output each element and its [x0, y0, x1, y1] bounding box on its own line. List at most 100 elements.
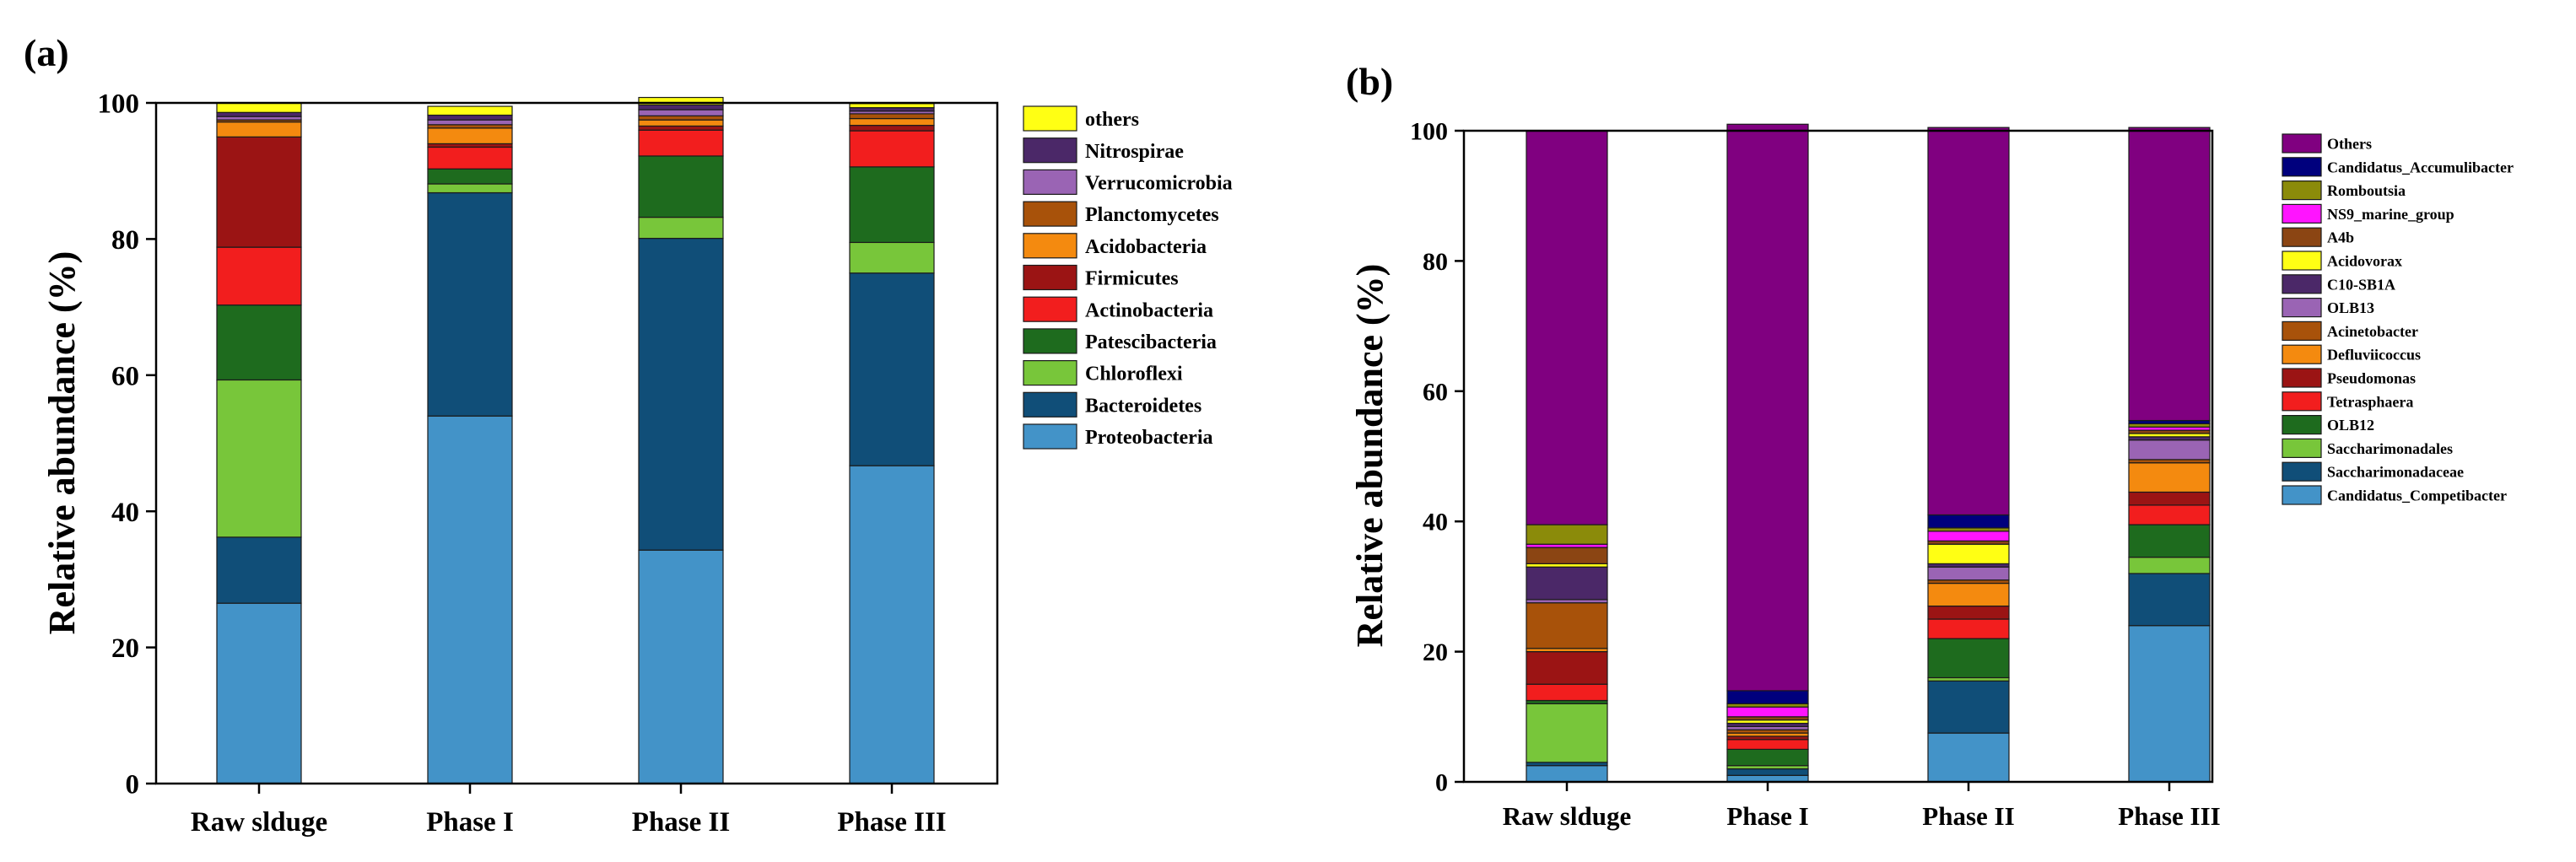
bar-segment	[638, 115, 724, 121]
bar-segment	[2128, 439, 2211, 461]
legend-item: Proteobacteria	[1023, 423, 1213, 450]
bar-segment	[427, 168, 513, 185]
bar-segment	[638, 125, 724, 131]
bar-segment	[1927, 127, 2010, 516]
legend-item: Romboutsia	[2282, 180, 2406, 201]
y-tick-label: 100	[1410, 118, 1448, 146]
plot-frame	[1462, 129, 2214, 784]
bar-segment	[216, 116, 302, 121]
legend-swatch	[2282, 227, 2322, 247]
bar-stack-1	[427, 105, 513, 784]
legend-swatch	[2282, 203, 2322, 224]
legend-swatch	[2282, 461, 2322, 482]
bar-segment	[1927, 680, 2010, 734]
legend: Others Candidatus_Accumulibacter Romboutsi…	[2282, 133, 2514, 505]
bar-stack-1	[1726, 123, 1809, 783]
legend-item: Tetrasphaera	[2282, 391, 2413, 412]
legend-swatch	[1023, 296, 1077, 322]
legend-item: Acinetobacter	[2282, 321, 2418, 341]
legend-label: Pseudomonas	[2327, 369, 2416, 386]
y-tick-label: 0	[1435, 769, 1448, 797]
legend-item: Verrucomicrobia	[1023, 169, 1233, 195]
legend-swatch	[1023, 360, 1077, 386]
bar-stack-0	[216, 102, 302, 784]
legend-swatch	[2282, 344, 2322, 364]
legend-swatch	[2282, 274, 2322, 294]
x-tick-label: Phase III	[2118, 801, 2220, 831]
legend-label: Verrucomicrobia	[1085, 173, 1233, 195]
bar-segment	[849, 107, 935, 112]
bar-segment	[216, 136, 302, 248]
panel-label: (a)	[24, 31, 69, 74]
legend-label: A4b	[2327, 229, 2354, 246]
bar-segment	[1526, 765, 1608, 783]
bar-segment	[2128, 127, 2211, 422]
legend: others Nitrospirae Verrucomicrobia Planctom…	[1023, 105, 1233, 450]
legend-label: NS9_marine_group	[2327, 206, 2454, 223]
legend-item: Candidatus_Accumulibacter	[2282, 157, 2514, 177]
y-axis-title: Relative abundance (%)	[1349, 264, 1391, 648]
bar-segment	[427, 124, 513, 129]
bar-segment	[1526, 602, 1608, 649]
bar-segment	[849, 241, 935, 274]
panel-label: (b)	[1346, 60, 1393, 103]
bar-segment	[216, 602, 302, 784]
bar-segment	[1927, 732, 2010, 783]
bar-segment	[638, 109, 724, 116]
bar-segment	[1927, 566, 2010, 581]
bar-segment	[427, 415, 513, 784]
bar-segment	[638, 129, 724, 157]
bar-stack-0	[1526, 130, 1608, 783]
legend-swatch	[2282, 438, 2322, 459]
legend-label: Saccharimonadaceae	[2327, 464, 2464, 481]
bar-segment	[849, 166, 935, 244]
bar-segment	[638, 549, 724, 784]
legend-label: OLB13	[2327, 299, 2374, 316]
bar-stack-2	[638, 96, 724, 784]
legend-label: Romboutsia	[2327, 182, 2406, 199]
bar-segment	[1726, 690, 1809, 704]
legend-swatch	[1023, 137, 1077, 164]
legend-item: Saccharimonadales	[2282, 438, 2453, 459]
bar-segment	[1726, 768, 1809, 776]
legend-label: Acinetobacter	[2327, 323, 2418, 340]
y-tick-label: 20	[111, 633, 139, 664]
legend-label: OLB12	[2327, 417, 2374, 434]
bar-segment	[1927, 605, 2010, 620]
bar-segment	[849, 103, 935, 109]
bar-stack-3	[849, 103, 935, 784]
y-tick-label: 40	[1423, 509, 1448, 536]
legend-label: Candidatus_Accumulibacter	[2327, 159, 2514, 175]
legend-item: others	[1023, 105, 1139, 132]
legend-swatch	[1023, 233, 1077, 259]
bar-segment	[2128, 462, 2211, 493]
bar-segment	[1927, 514, 2010, 529]
x-tick-label: Phase II	[1922, 801, 2014, 831]
bar-segment	[638, 119, 724, 127]
bar-segment	[2128, 504, 2211, 525]
legend-label: Nitrospirae	[1085, 141, 1184, 163]
legend-item: Actinobacteria	[1023, 296, 1213, 322]
bar-stack-2	[1927, 127, 2010, 783]
bar-segment	[216, 246, 302, 306]
bar-segment	[427, 146, 513, 170]
bar-segment	[1927, 638, 2010, 679]
bar-segment	[2128, 491, 2211, 506]
bar-segment	[216, 379, 302, 538]
bar-segment	[1726, 739, 1809, 751]
bar-segment	[849, 130, 935, 168]
legend-swatch	[2282, 321, 2322, 341]
y-axis-title: Relative abundance (%)	[41, 251, 83, 635]
bar-segment	[849, 125, 935, 132]
bar-segment	[849, 113, 935, 120]
plot-frame	[154, 101, 999, 785]
legend-item: Others	[2282, 133, 2372, 154]
legend-label: Bacteroidetes	[1085, 395, 1202, 417]
bar-segment	[427, 114, 513, 121]
x-tick-label: Raw slduge	[1503, 801, 1631, 831]
legend-item: Planctomycetes	[1023, 201, 1219, 227]
legend-item: Bacteroidetes	[1023, 391, 1202, 418]
legend-label: Patescibacteria	[1085, 331, 1217, 353]
bar-segment	[1927, 543, 2010, 564]
